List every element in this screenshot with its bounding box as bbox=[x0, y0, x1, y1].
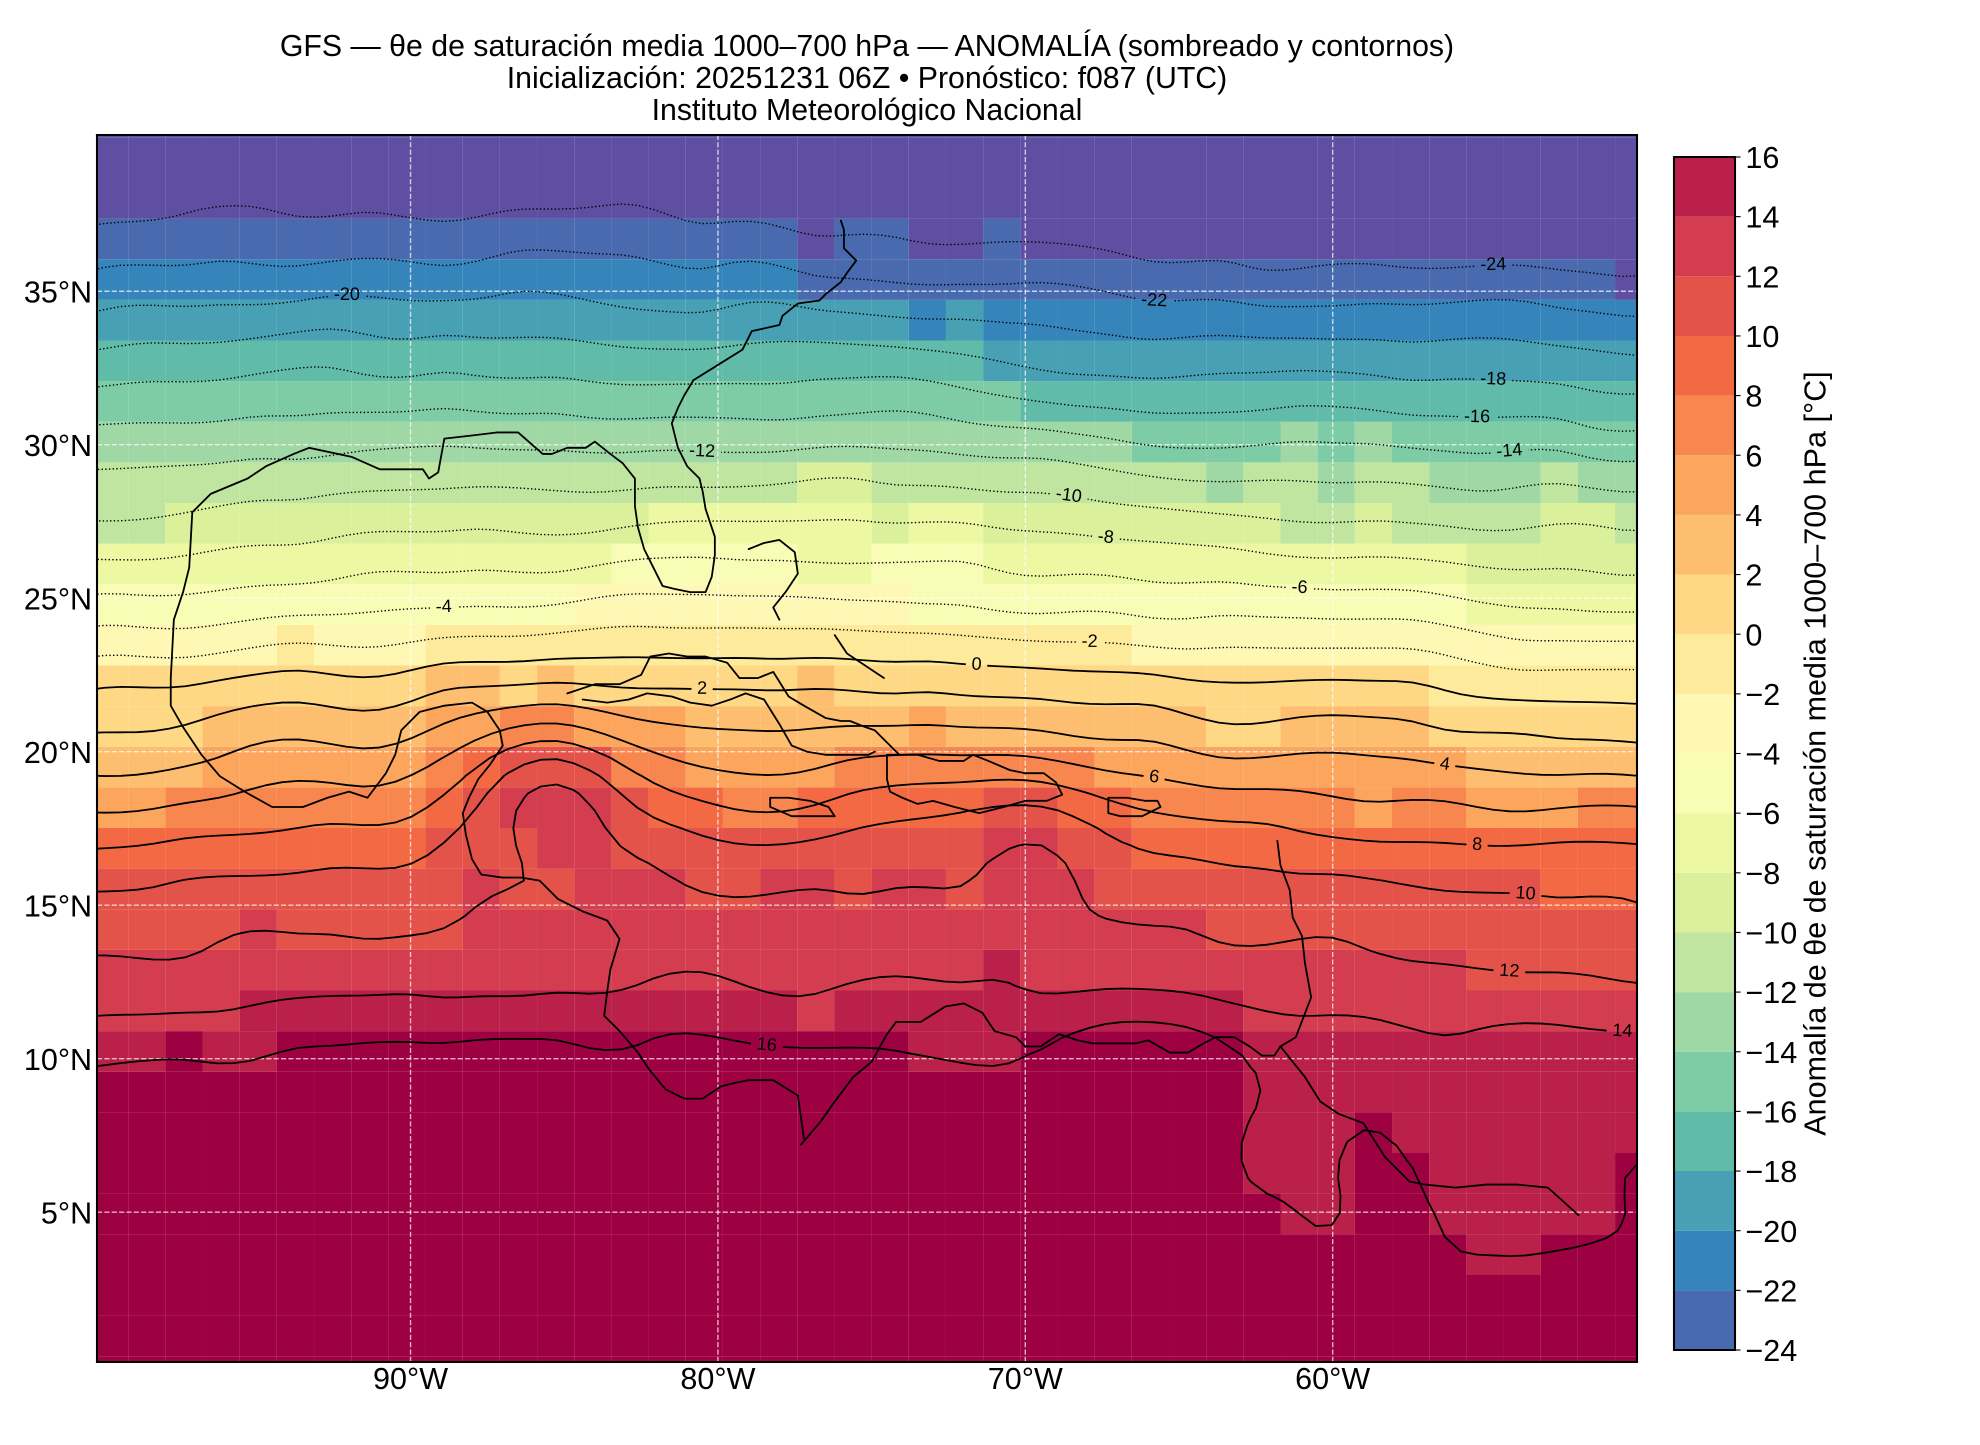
svg-text:14: 14 bbox=[1745, 201, 1779, 235]
svg-text:−12: −12 bbox=[1745, 976, 1797, 1010]
svg-text:Anomalía de θe de saturación m: Anomalía de θe de saturación media 1000–… bbox=[1798, 371, 1832, 1136]
svg-text:−6: −6 bbox=[1745, 797, 1780, 831]
svg-text:−14: −14 bbox=[1745, 1036, 1797, 1070]
svg-text:−4: −4 bbox=[1745, 738, 1780, 772]
svg-text:12: 12 bbox=[1499, 960, 1520, 981]
svg-text:-22: -22 bbox=[1141, 289, 1168, 310]
svg-text:−24: −24 bbox=[1745, 1334, 1797, 1368]
svg-text:-8: -8 bbox=[1097, 526, 1115, 547]
svg-text:Inicialización: 20251231 06Z: Inicialización: 20251231 06Z • Pronóstic… bbox=[507, 62, 1228, 95]
svg-text:−22: −22 bbox=[1745, 1274, 1797, 1308]
svg-text:−16: −16 bbox=[1745, 1095, 1797, 1129]
svg-text:70°W: 70°W bbox=[988, 1362, 1063, 1396]
svg-text:8: 8 bbox=[1745, 380, 1762, 414]
svg-text:5°N: 5°N bbox=[41, 1196, 92, 1230]
svg-text:14: 14 bbox=[1612, 1020, 1633, 1041]
svg-text:-6: -6 bbox=[1291, 576, 1308, 597]
svg-text:25°N: 25°N bbox=[24, 582, 92, 616]
svg-text:15°N: 15°N bbox=[24, 889, 92, 923]
svg-text:90°W: 90°W bbox=[373, 1362, 448, 1396]
svg-text:2: 2 bbox=[697, 678, 707, 698]
svg-text:-12: -12 bbox=[689, 440, 716, 461]
svg-text:8: 8 bbox=[1472, 834, 1483, 854]
svg-text:12: 12 bbox=[1745, 260, 1779, 294]
svg-text:−10: −10 bbox=[1745, 917, 1797, 951]
svg-text:2: 2 bbox=[1745, 559, 1762, 593]
svg-text:−2: −2 bbox=[1745, 678, 1780, 712]
svg-text:-24: -24 bbox=[1480, 254, 1507, 275]
svg-text:60°W: 60°W bbox=[1295, 1362, 1370, 1396]
svg-text:-20: -20 bbox=[334, 284, 360, 304]
svg-text:80°W: 80°W bbox=[680, 1362, 755, 1396]
svg-text:-10: -10 bbox=[1055, 483, 1084, 506]
svg-text:-18: -18 bbox=[1480, 368, 1507, 389]
svg-text:10°N: 10°N bbox=[24, 1043, 92, 1077]
svg-text:16: 16 bbox=[1745, 141, 1779, 175]
svg-text:16: 16 bbox=[756, 1033, 778, 1055]
svg-text:Instituto Meteorológico Nacion: Instituto Meteorológico Nacional bbox=[652, 94, 1083, 127]
svg-text:30°N: 30°N bbox=[24, 429, 92, 463]
svg-text:−18: −18 bbox=[1745, 1155, 1797, 1189]
svg-text:−20: −20 bbox=[1745, 1215, 1797, 1249]
svg-text:GFS — θe de saturación media 1: GFS — θe de saturación media 1000–700 hP… bbox=[280, 30, 1454, 63]
svg-text:0: 0 bbox=[1745, 618, 1762, 652]
svg-text:35°N: 35°N bbox=[24, 275, 92, 309]
svg-text:-4: -4 bbox=[435, 596, 452, 617]
svg-text:-16: -16 bbox=[1464, 406, 1491, 427]
svg-text:0: 0 bbox=[971, 653, 982, 674]
svg-text:-2: -2 bbox=[1081, 631, 1097, 651]
svg-text:−8: −8 bbox=[1745, 857, 1780, 891]
svg-text:4: 4 bbox=[1745, 499, 1762, 533]
svg-text:20°N: 20°N bbox=[24, 736, 92, 770]
svg-text:-14: -14 bbox=[1495, 439, 1523, 461]
svg-text:6: 6 bbox=[1745, 439, 1762, 473]
svg-text:10: 10 bbox=[1745, 320, 1779, 354]
svg-text:10: 10 bbox=[1515, 882, 1537, 904]
